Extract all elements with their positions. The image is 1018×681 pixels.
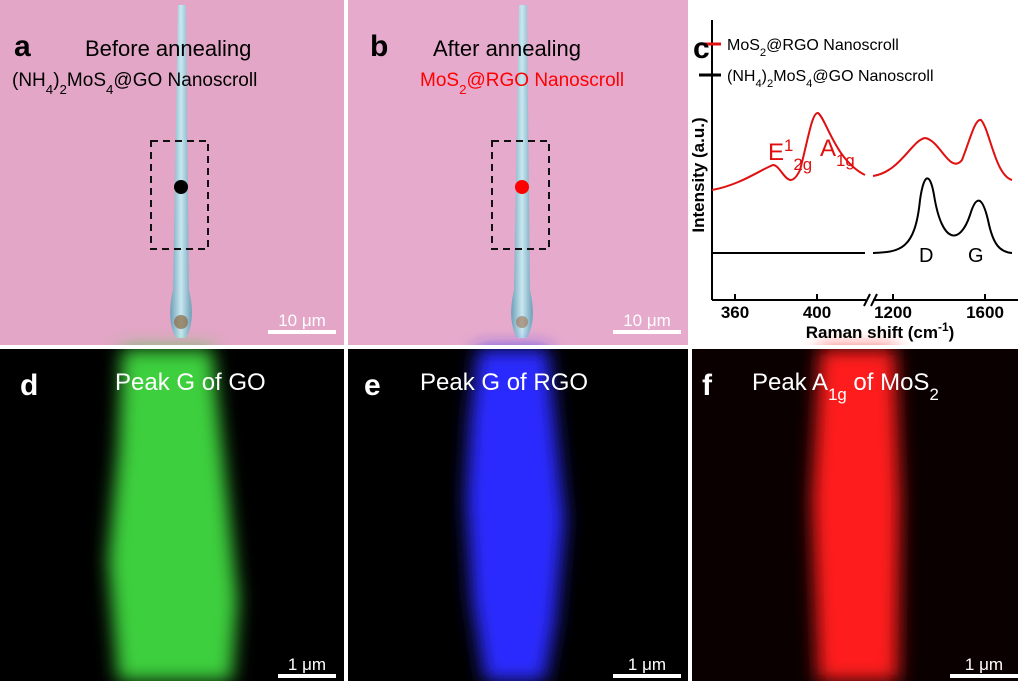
text-run: A	[820, 135, 836, 162]
text-run: @RGO Nanoscroll	[466, 70, 624, 91]
scale-label: 1 μm	[288, 655, 326, 674]
text-run: Before annealing	[85, 36, 251, 61]
legend-label: MoS2@RGO Nanoscroll	[727, 37, 899, 59]
peak-label: A1g	[820, 135, 855, 170]
text-run: 4	[755, 78, 761, 90]
panel-subtitle: (NH4)2MoS4@GO Nanoscroll	[12, 70, 257, 97]
region-box	[150, 140, 209, 250]
peak-label: E12g	[768, 136, 812, 174]
divider	[344, 0, 348, 681]
map-band	[466, 349, 565, 681]
scale-label: 10 μm	[623, 311, 671, 330]
text-run: 2	[459, 82, 466, 97]
map-band	[108, 349, 238, 681]
tip	[516, 316, 528, 328]
spectrum-red	[872, 119, 1013, 181]
panel-title: After annealing	[433, 36, 581, 61]
text-run: 2	[760, 47, 766, 59]
text-run: E	[768, 139, 784, 166]
x-tick-label: 1600	[966, 303, 1004, 322]
panel-title: Before annealing	[85, 36, 251, 61]
x-axis-label: Raman shift (cm-1)	[806, 320, 955, 342]
text-run: Intensity (a.u.)	[689, 117, 708, 232]
panel-letter: d	[20, 369, 38, 402]
scale-label: 10 μm	[278, 311, 326, 330]
spot	[174, 180, 188, 194]
x-tick-label: 1200	[874, 303, 912, 322]
text-run: 2g	[793, 155, 812, 174]
text-run: of MoS	[847, 369, 930, 396]
scale-label: 1 μm	[965, 655, 1003, 674]
panel-title: Peak A1g of MoS2	[752, 369, 939, 404]
text-run: After annealing	[433, 36, 581, 61]
text-run: 4	[106, 82, 113, 97]
spectrum-black	[872, 177, 1013, 254]
text-run: @GO Nanoscroll	[113, 70, 257, 91]
nanoscroll	[511, 5, 533, 338]
nanoscroll	[170, 5, 192, 338]
text-run: MoS	[773, 68, 806, 85]
panel-subtitle: MoS2@RGO Nanoscroll	[420, 70, 624, 97]
text-run: @GO Nanoscroll	[812, 68, 933, 85]
panel-letter: c	[693, 32, 710, 65]
text-run: )	[949, 323, 955, 342]
text-run: MoS	[67, 70, 106, 91]
text-run: (NH	[12, 70, 46, 91]
text-run: Peak A	[752, 369, 828, 396]
spectrum-panel	[690, 0, 1018, 345]
text-run: 1g	[828, 385, 847, 404]
text-run: )	[762, 68, 767, 85]
x-tick-label: 400	[803, 303, 831, 322]
axis-break	[863, 293, 878, 307]
panel-letter: b	[370, 30, 388, 63]
text-run: 4	[806, 78, 812, 90]
spot	[515, 180, 529, 194]
scale-label: 1 μm	[628, 655, 666, 674]
panel-title: Peak G of RGO	[420, 369, 588, 396]
panel-letter: a	[14, 30, 31, 63]
peak-label: G	[968, 245, 984, 267]
spectrum-red	[711, 112, 866, 191]
divider	[688, 0, 692, 681]
panel-letter: e	[364, 369, 381, 402]
text-run: MoS	[727, 37, 760, 54]
x-tick-label: 360	[721, 303, 749, 322]
micrograph	[0, 0, 344, 345]
text-run: 1g	[836, 151, 855, 170]
tip	[174, 315, 188, 329]
y-axis-label: Intensity (a.u.)	[689, 117, 708, 232]
text-run: MoS	[420, 70, 459, 91]
text-run: @RGO Nanoscroll	[766, 37, 899, 54]
panel-title: Peak G of GO	[115, 369, 266, 396]
text-run: G	[968, 245, 984, 267]
divider	[0, 345, 1018, 349]
text-run: (NH	[727, 68, 755, 85]
text-run: -1	[938, 320, 949, 334]
text-run: D	[919, 245, 933, 267]
legend-label: (NH4)2MoS4@GO Nanoscroll	[727, 68, 934, 90]
text-run: Peak G of RGO	[420, 369, 588, 396]
text-run: 2	[929, 385, 938, 404]
labels: a Before annealing(NH4)2MoS4@GO Nanoscrol…	[12, 30, 1018, 678]
peak-label: D	[919, 245, 933, 267]
text-run: 1	[784, 136, 793, 155]
text-run: Peak G of GO	[115, 369, 266, 396]
text-run: )	[53, 70, 59, 91]
panel-letter: f	[702, 369, 713, 402]
text-run: 4	[46, 82, 53, 97]
text-run: Raman shift (cm	[806, 323, 938, 342]
map-band	[812, 349, 900, 681]
text-run: 2	[60, 82, 67, 97]
region-box	[491, 140, 550, 250]
text-run: 2	[767, 78, 773, 90]
